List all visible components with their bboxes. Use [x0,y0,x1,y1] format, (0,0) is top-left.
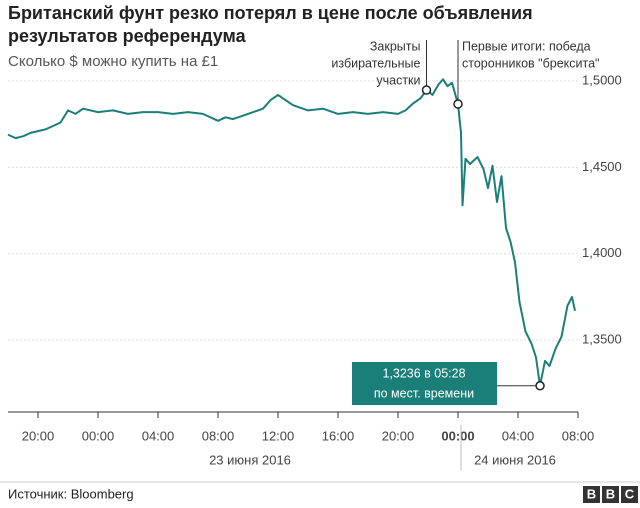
logo-box [602,486,619,503]
x-tick-label: 04:00 [502,428,535,443]
source: Источник: Bloomberg [8,486,134,501]
date-label: 23 июня 2016 [209,452,291,467]
logo-box [583,486,600,503]
x-tick-label: 00:00 [441,428,474,443]
y-tick-label: 1,3500 [582,332,622,347]
chart-title: результатов референдума [8,26,247,46]
logo-letter: B [606,486,615,501]
date-label: 24 июня 2016 [474,452,556,467]
data-line [7,78,576,387]
x-tick-label: 08:00 [202,428,235,443]
y-tick-label: 1,5000 [582,72,622,87]
logo-box [621,486,638,503]
annotation-text: избирательные [331,56,420,70]
annotation-text: 1,3236 в 05:28 [382,366,465,380]
y-tick-label: 1,4000 [582,245,622,260]
logo-letter: B [587,486,596,501]
x-tick-label: 08:00 [562,428,595,443]
x-tick-label: 04:00 [142,428,175,443]
annotation-text: участки [376,73,420,87]
y-tick-label: 1,4500 [582,159,622,174]
logo-letter: C [625,486,635,501]
annotation-box [352,362,497,405]
x-tick-label: 20:00 [22,428,55,443]
x-tick-label: 16:00 [322,428,355,443]
annotation-text: по мест. времени [374,386,474,400]
annotation-marker [453,99,463,109]
annotation-text: сторонников "брексита" [462,56,599,70]
x-tick-label: 12:00 [262,428,295,443]
chart-subtitle: Сколько $ можно купить на £1 [8,53,218,70]
annotation-text: Закрыты [370,39,421,53]
chart-title: Британский фунт резко потерял в цене пос… [8,3,533,23]
annotation-marker [535,380,545,391]
x-tick-label: 00:00 [82,428,115,443]
annotation-marker [421,85,432,95]
annotation-text: Первые итоги: победа [462,39,591,53]
x-tick-label: 20:00 [382,428,415,443]
